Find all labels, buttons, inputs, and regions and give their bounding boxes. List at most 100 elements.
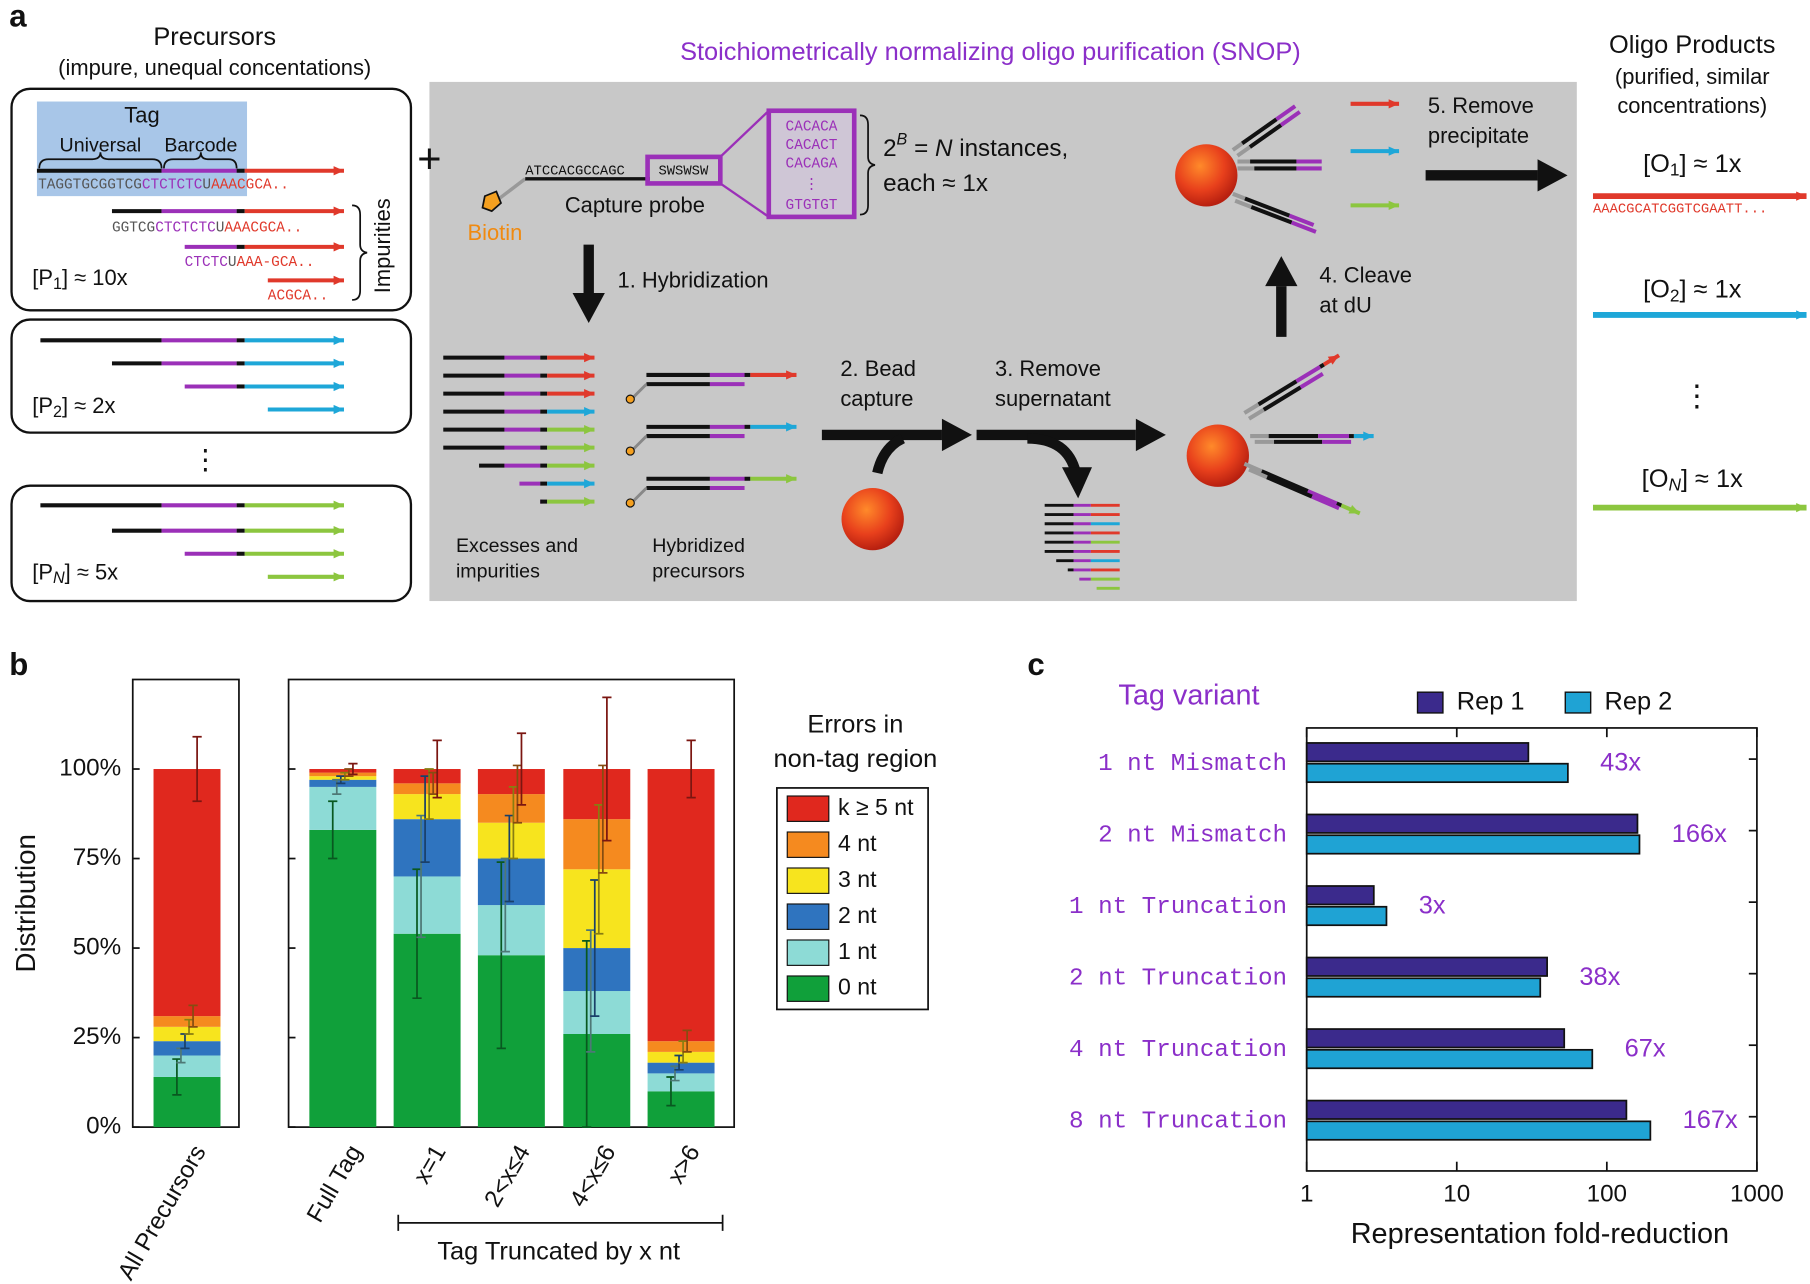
x-tick-label: x=1: [408, 1141, 451, 1189]
y-tick-label: 0%: [86, 1113, 121, 1140]
bar: [1305, 762, 1569, 784]
error-bar: [348, 762, 358, 776]
precursor-box: [10, 87, 413, 312]
strand-arrow: [1388, 99, 1400, 109]
bar-segment: [563, 1034, 631, 1128]
x-tick-label: 1000: [1730, 1181, 1784, 1208]
x-tick-label: x>6: [662, 1141, 705, 1189]
error-bar: [172, 1058, 182, 1096]
linker: [631, 435, 648, 451]
bar-segment: [563, 991, 631, 1035]
strand: [1234, 198, 1253, 209]
x-tick-label: 100: [1587, 1181, 1627, 1208]
group-bracket: [397, 1214, 724, 1231]
error-bar: [602, 696, 612, 842]
process-arrow-head: [572, 293, 605, 324]
bar-segment: [393, 933, 461, 1128]
panel-a: Precursors (impure, unequal concentation…: [10, 23, 1807, 603]
error-bar: [412, 868, 422, 1000]
ellipsis: ⋮: [1682, 380, 1712, 413]
strand-arrow: [333, 404, 344, 415]
bar-segment: [477, 858, 545, 906]
strand-arrow: [1796, 310, 1807, 320]
fold-label: 167x: [1683, 1106, 1738, 1134]
brace: [38, 152, 238, 169]
bar-segment: [153, 1016, 221, 1027]
bar-segment: [647, 769, 715, 1042]
category-label: 2 nt Mismatch: [1098, 823, 1287, 850]
strand: [1319, 362, 1325, 369]
strand-arrow: [1348, 505, 1360, 514]
strand: [1290, 220, 1317, 234]
instances-text: 2B = N instances,: [883, 131, 1068, 162]
category-label: 8 nt Truncation: [1069, 1109, 1287, 1136]
biotin-icon: [625, 446, 635, 456]
product-concentration: [O1] ≈ 1x: [1643, 150, 1742, 180]
bar: [1305, 885, 1375, 906]
linker: [631, 486, 648, 503]
precursors-subtitle: (impure, unequal concentations): [58, 55, 371, 80]
strand-arrow: [584, 389, 595, 399]
strand: [1243, 461, 1263, 474]
legend-label: 2 nt: [838, 902, 877, 928]
strand-arrow: [584, 478, 595, 489]
error-bar: [590, 879, 600, 1017]
strand: [1232, 191, 1246, 201]
probe-label: Capture probe: [565, 192, 705, 217]
zoom-line: [719, 109, 770, 158]
brace: [352, 204, 368, 301]
strand-arrow: [1363, 431, 1374, 441]
brace: [859, 114, 876, 216]
strand: [1236, 145, 1252, 158]
error-bar: [416, 814, 426, 939]
panel-b: Distribution 0% 25% 50% 75% 100% All Precursor…: [10, 678, 937, 1284]
legend-swatch: [786, 939, 830, 966]
strand-arrow: [1327, 355, 1340, 365]
bar-segment: [647, 1051, 715, 1063]
impurities-label: Impurities: [370, 198, 395, 293]
bar-segment: [393, 794, 461, 820]
bar-segment: [309, 829, 377, 1128]
zoom-line: [719, 182, 770, 218]
bar-segment: [309, 772, 377, 777]
product-seq: AAACGCATCGGTCGAATT...: [1593, 201, 1767, 217]
strand-arrow: [1388, 146, 1400, 156]
instances-box: [766, 108, 857, 220]
barcode-label: Barcode: [164, 135, 237, 157]
bar-segment: [309, 776, 377, 780]
process-arrow-head: [1265, 256, 1298, 287]
product-concentration: [ON] ≈ 1x: [1642, 465, 1744, 495]
fold-label: 38x: [1579, 963, 1620, 991]
process-arrow-head: [941, 418, 972, 452]
bead: [841, 487, 904, 551]
fold-label: 43x: [1600, 748, 1641, 776]
legend-label: Rep 1: [1457, 687, 1525, 715]
instance-seq: ⋮: [804, 177, 818, 193]
error-bar: [432, 739, 442, 799]
legend-label: 3 nt: [838, 866, 877, 892]
strand: [1288, 213, 1315, 227]
error-bar: [188, 1004, 198, 1028]
biotin-label: Biotin: [468, 220, 523, 245]
category-label: 1 nt Mismatch: [1098, 751, 1287, 778]
bar-segment: [477, 822, 545, 859]
strand-arrow: [1796, 502, 1807, 513]
sequence: ACGCA..: [268, 288, 329, 304]
category-label: 1 nt Truncation: [1069, 894, 1287, 921]
strand: [1248, 123, 1283, 149]
plus: +: [417, 134, 441, 181]
fold-label: 3x: [1419, 891, 1446, 919]
bar-segment: [153, 1076, 221, 1128]
linker: [631, 383, 648, 400]
snop-title: Stoichiometrically normalizing oligo pur…: [680, 38, 1301, 66]
strand-arrow: [584, 496, 595, 507]
group-label: impurities: [456, 560, 540, 582]
bar-segment: [153, 769, 221, 1017]
bar-segment: [477, 769, 545, 795]
strand-arrow: [584, 353, 595, 363]
step-label: capture: [840, 386, 913, 411]
x-tick-label: Full Tag: [302, 1141, 368, 1228]
y-axis-title: Distribution: [10, 834, 41, 972]
legend-label: k ≥ 5 nt: [838, 794, 914, 820]
bar-segment: [563, 769, 631, 820]
